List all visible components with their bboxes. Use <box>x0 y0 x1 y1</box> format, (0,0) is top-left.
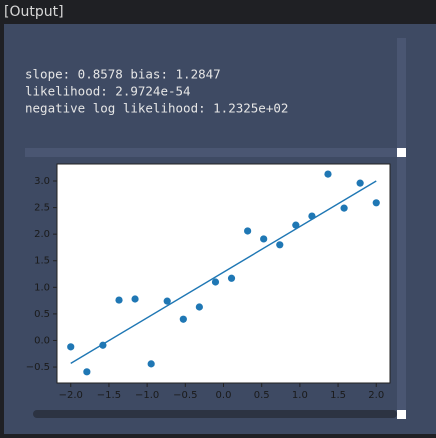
horizontal-scrollbar[interactable] <box>33 410 397 418</box>
x-tick-label: −1.0 <box>135 390 159 401</box>
output-line: negative log likelihood: 1.2325e+02 <box>25 101 288 116</box>
scatter-point <box>147 360 155 368</box>
scatter-point <box>340 204 348 212</box>
x-tick-label: 0.5 <box>254 390 270 401</box>
scatter-point <box>260 235 268 243</box>
output-line: slope: 0.8578 bias: 1.2847 <box>25 67 221 82</box>
scatter-point <box>163 297 171 305</box>
inner-scroll-track <box>25 148 397 157</box>
y-tick-label: 1.5 <box>34 256 50 267</box>
header-title: [Output] <box>4 4 64 20</box>
scatter-point <box>195 303 203 311</box>
scroll-corner <box>397 410 406 419</box>
scatter-point <box>244 227 252 235</box>
x-tick-label: −2.0 <box>59 390 83 401</box>
scatter-point <box>131 295 139 303</box>
y-tick-label: 0.5 <box>34 309 50 320</box>
header-bar <box>0 0 436 24</box>
scatter-point <box>372 199 380 207</box>
fit-line <box>70 180 377 364</box>
scatter-point <box>292 221 300 229</box>
scatter-point <box>179 315 187 323</box>
x-tick-label: 0.0 <box>216 390 232 401</box>
plot: −2.0 −1.5 −1.0 −0.5 0.0 0.5 1.0 1.5 2.0 −0.5 0.0 0.… <box>26 170 384 401</box>
vertical-scrollbar[interactable] <box>397 38 406 410</box>
y-tick-label: 1.0 <box>34 282 50 293</box>
scatter-point <box>67 343 75 351</box>
y-tick-label: −0.5 <box>26 362 50 373</box>
x-tick-label: −1.5 <box>97 390 121 401</box>
scatter-point <box>83 368 91 376</box>
output-text: slope: 0.8578 bias: 1.2847 likelihood: 2.… <box>25 67 288 116</box>
y-tick-label: 2.0 <box>34 229 50 240</box>
scatter-point <box>356 179 364 187</box>
y-tick-label: 0.0 <box>34 335 50 346</box>
output-line: likelihood: 2.9724e-54 <box>25 84 191 99</box>
y-tick-label: 2.5 <box>34 203 50 214</box>
x-tick-label: 1.0 <box>292 390 308 401</box>
y-tick-label: 3.0 <box>34 176 50 187</box>
x-tick-label: −0.5 <box>173 390 197 401</box>
scatter-point <box>227 274 236 282</box>
scatter-point <box>115 296 123 304</box>
plot-area <box>56 163 391 384</box>
scatter-point <box>276 241 284 249</box>
scatter-point <box>211 278 220 286</box>
scatter-point <box>324 170 332 178</box>
x-tick-label: 2.0 <box>368 390 384 401</box>
scroll-corner <box>397 148 406 157</box>
x-tick-label: 1.5 <box>330 390 346 401</box>
